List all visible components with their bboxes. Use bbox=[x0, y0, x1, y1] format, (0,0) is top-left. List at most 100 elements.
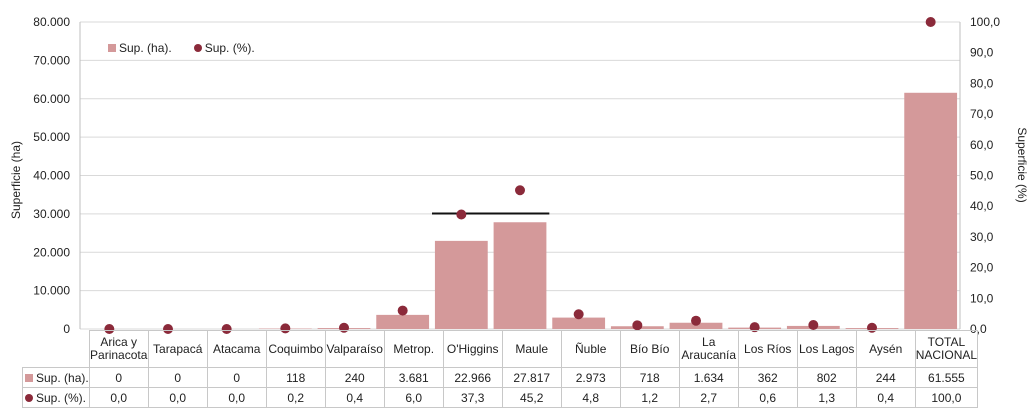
data-point bbox=[632, 320, 643, 331]
pct-value: 4,8 bbox=[560, 387, 621, 408]
ha-value: 0 bbox=[147, 367, 208, 388]
dot-marker-icon bbox=[25, 394, 33, 403]
pct-value: 0,2 bbox=[265, 387, 326, 408]
data-table: Arica y Parinacota Tarapacá Atacama Coquimbo… bbox=[22, 330, 979, 408]
pct-value: 100,0 bbox=[914, 387, 979, 408]
right-tick-label: 60,0 bbox=[970, 138, 994, 152]
ha-value: 118 bbox=[265, 367, 326, 388]
data-point bbox=[749, 322, 760, 333]
left-tick-label: 40.000 bbox=[33, 169, 70, 183]
bar-swatch-icon bbox=[25, 374, 33, 383]
bar bbox=[434, 240, 488, 329]
table-corner bbox=[22, 330, 90, 368]
right-tick-label: 50,0 bbox=[970, 169, 994, 183]
ha-value: 1.634 bbox=[678, 367, 739, 388]
pct-value: 0,0 bbox=[206, 387, 267, 408]
ha-value: 27.817 bbox=[501, 367, 562, 388]
gridlines bbox=[79, 21, 961, 330]
pct-value: 2,7 bbox=[678, 387, 739, 408]
ha-value: 0 bbox=[206, 367, 267, 388]
ha-value: 240 bbox=[324, 367, 385, 388]
bar-swatch-icon bbox=[108, 44, 116, 52]
ha-row: Sup. (ha). 0 0 0 118 240 3.681 22.966 27.817 2.9… bbox=[22, 367, 979, 388]
data-point bbox=[573, 309, 584, 320]
bar bbox=[669, 322, 723, 329]
pct-value: 0,0 bbox=[88, 387, 149, 408]
left-tick-label: 30.000 bbox=[33, 207, 70, 221]
category-label: Maule bbox=[501, 330, 562, 368]
legend-label-ha: Sup. (ha). bbox=[119, 41, 172, 55]
row-header-ha-label: Sup. (ha). bbox=[36, 370, 89, 385]
ha-value: 61.555 bbox=[914, 367, 979, 388]
left-axis-label: Superficie (ha) bbox=[9, 141, 23, 219]
left-tick-label: 50.000 bbox=[33, 130, 70, 144]
pct-value: 0,4 bbox=[324, 387, 385, 408]
bar bbox=[552, 317, 606, 329]
right-tick-label: 90,0 bbox=[970, 46, 994, 60]
ha-value: 0 bbox=[88, 367, 149, 388]
left-tick-label: 80.000 bbox=[33, 15, 70, 29]
pct-value: 6,0 bbox=[383, 387, 444, 408]
left-tick-label: 70.000 bbox=[33, 53, 70, 67]
left-axis-ticks: 0 10.000 20.000 30.000 40.000 50.000 60.000 70.… bbox=[33, 15, 70, 336]
ha-value: 362 bbox=[737, 367, 798, 388]
legend-item-pct: Sup. (%). bbox=[193, 41, 255, 55]
ha-value: 718 bbox=[619, 367, 680, 388]
pct-row: Sup. (%). 0,0 0,0 0,0 0,2 0,4 6,0 37,3 45,2 4,8 1… bbox=[22, 387, 979, 408]
ha-value: 802 bbox=[796, 367, 857, 388]
data-point bbox=[397, 305, 408, 316]
right-tick-label: 100,0 bbox=[970, 15, 1000, 29]
right-axis-label: Superficie (%) bbox=[1015, 127, 1029, 202]
data-point bbox=[515, 185, 525, 196]
left-tick-label: 10.000 bbox=[33, 284, 70, 298]
data-point bbox=[925, 17, 936, 27]
pct-value: 1,2 bbox=[619, 387, 680, 408]
row-header-pct-label: Sup. (%). bbox=[36, 390, 87, 405]
pct-value: 0,4 bbox=[855, 387, 916, 408]
category-label: TOTAL NACIONAL bbox=[914, 330, 979, 368]
right-tick-label: 40,0 bbox=[970, 199, 994, 213]
category-label: Tarapacá bbox=[147, 330, 208, 368]
dot-marker-icon bbox=[193, 44, 202, 52]
left-tick-label: 20.000 bbox=[33, 245, 70, 259]
data-point bbox=[456, 209, 467, 220]
bar-series bbox=[258, 92, 958, 329]
ha-value: 2.973 bbox=[560, 367, 621, 388]
category-label: Ñuble bbox=[560, 330, 621, 368]
legend-item-ha: Sup. (ha). bbox=[108, 41, 172, 55]
category-label: Atacama bbox=[206, 330, 267, 368]
row-header-ha: Sup. (ha). bbox=[22, 367, 90, 388]
left-tick-label: 60.000 bbox=[33, 92, 70, 106]
category-label: Metrop. bbox=[383, 330, 444, 368]
data-point bbox=[808, 320, 819, 331]
ha-value: 3.681 bbox=[383, 367, 444, 388]
pct-value: 0,0 bbox=[147, 387, 208, 408]
category-label: La Araucanía bbox=[678, 330, 739, 368]
right-tick-label: 10,0 bbox=[970, 291, 994, 305]
category-label: Aysén bbox=[855, 330, 916, 368]
category-label: Los Lagos bbox=[796, 330, 857, 368]
right-tick-label: 30,0 bbox=[970, 230, 994, 244]
bar bbox=[904, 92, 958, 329]
right-tick-label: 80,0 bbox=[970, 76, 994, 90]
legend: Sup. (ha). Sup. (%). bbox=[108, 41, 255, 55]
category-label: Arica y Parinacota bbox=[88, 330, 149, 368]
category-label: O'Higgins bbox=[442, 330, 503, 368]
right-axis-ticks: 0,010,020,030,040,050,060,070,080,090,01… bbox=[970, 15, 1000, 336]
category-label: Valparaíso bbox=[324, 330, 385, 368]
pct-value: 1,3 bbox=[796, 387, 857, 408]
category-row: Arica y Parinacota Tarapacá Atacama Coquimbo… bbox=[22, 330, 979, 368]
bar bbox=[376, 314, 430, 329]
category-label: Los Ríos bbox=[737, 330, 798, 368]
legend-label-pct: Sup. (%). bbox=[204, 41, 255, 55]
left-tick-label: 0 bbox=[63, 322, 70, 336]
right-tick-label: 20,0 bbox=[970, 261, 994, 275]
data-point bbox=[691, 315, 701, 326]
pct-value: 45,2 bbox=[501, 387, 562, 408]
pct-value: 37,3 bbox=[442, 387, 503, 408]
right-tick-label: 70,0 bbox=[970, 107, 994, 121]
row-header-pct: Sup. (%). bbox=[22, 387, 90, 408]
pct-value: 0,6 bbox=[737, 387, 798, 408]
bar bbox=[493, 222, 547, 329]
